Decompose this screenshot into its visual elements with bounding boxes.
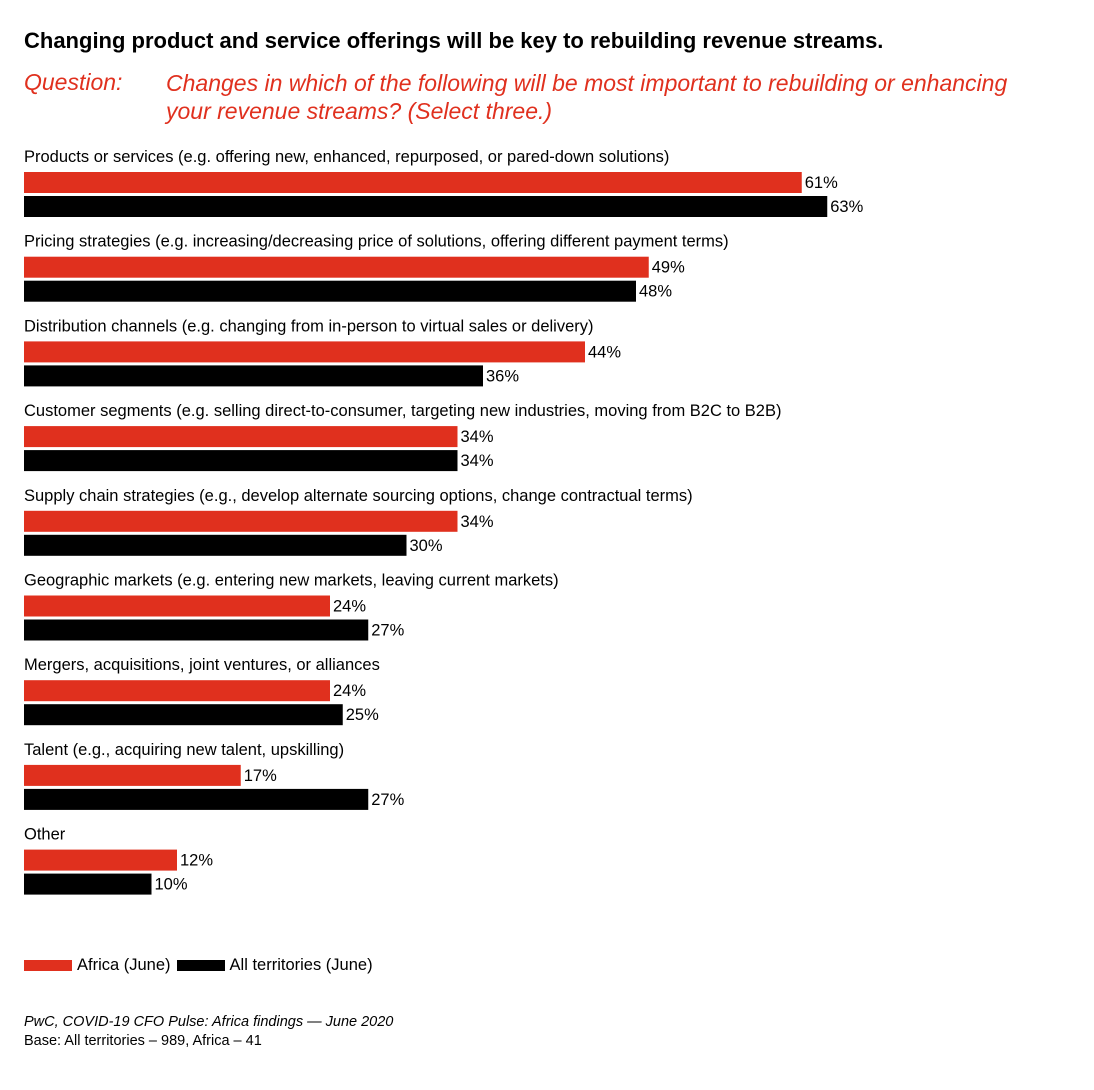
legend-item-africa: Africa (June) (24, 956, 171, 975)
question-label: Question: (24, 69, 123, 95)
legend-swatch-africa (24, 959, 72, 971)
bar-all-territories (24, 280, 636, 302)
bar-africa (24, 510, 458, 532)
bar-all-territories (24, 704, 343, 726)
value-label-all-territories: 10% (155, 876, 188, 894)
value-label-africa: 61% (805, 174, 838, 192)
value-label-africa: 17% (244, 767, 277, 785)
legend: Africa (June) All territories (June) (24, 954, 379, 976)
value-label-all-territories: 25% (346, 706, 379, 724)
bar-chart: Products or services (e.g. offering new,… (24, 148, 864, 895)
value-label-all-territories: 63% (830, 198, 863, 216)
bar-all-territories (24, 788, 369, 810)
category-label: Customer segments (e.g. selling direct-t… (24, 402, 782, 420)
category-label: Products or services (e.g. offering new,… (24, 148, 669, 166)
bar-all-territories (24, 619, 369, 641)
legend-label-all-territories: All territories (June) (229, 955, 373, 974)
chart-title: Changing product and service offerings w… (24, 28, 884, 53)
bar-all-territories (24, 534, 407, 556)
value-label-africa: 34% (461, 428, 494, 446)
bar-africa (24, 341, 585, 363)
legend-item-all-territories: All territories (June) (176, 955, 373, 975)
value-label-all-territories: 48% (639, 283, 672, 301)
category-label: Other (24, 826, 66, 844)
bar-all-territories (24, 365, 483, 387)
value-label-all-territories: 27% (371, 791, 404, 809)
bar-africa (24, 764, 241, 786)
bar-all-territories (24, 450, 458, 472)
legend-swatch-all-territories (176, 959, 225, 971)
bar-all-territories (24, 196, 828, 217)
value-label-africa: 34% (461, 513, 494, 531)
category-label: Distribution channels (e.g. changing fro… (24, 317, 594, 335)
bar-africa (24, 426, 458, 448)
bar-africa (24, 849, 177, 871)
bar-africa (24, 172, 802, 193)
value-label-all-territories: 27% (371, 622, 404, 640)
value-label-africa: 12% (180, 852, 213, 870)
category-label: Pricing strategies (e.g. increasing/decr… (24, 233, 729, 251)
category-label: Geographic markets (e.g. entering new ma… (24, 572, 559, 590)
base-note: Base: All territories – 989, Africa – 41 (24, 1033, 262, 1049)
value-label-africa: 44% (588, 343, 621, 361)
bar-africa (24, 256, 649, 278)
value-label-all-territories: 30% (410, 537, 443, 555)
source-note: PwC, COVID-19 CFO Pulse: Africa findings… (24, 1014, 394, 1030)
bar-africa (24, 680, 330, 702)
bar-africa (24, 595, 330, 617)
category-label: Supply chain strategies (e.g., develop a… (24, 487, 693, 505)
category-label: Talent (e.g., acquiring new talent, upsk… (24, 741, 344, 759)
value-label-africa: 24% (333, 682, 366, 700)
value-label-africa: 49% (652, 259, 685, 277)
bar-all-territories (24, 873, 152, 895)
legend-label-africa: Africa (June) (77, 955, 171, 974)
value-label-all-territories: 36% (486, 367, 519, 385)
question-text: Changes in which of the following will b… (166, 70, 1008, 124)
category-label: Mergers, acquisitions, joint ventures, o… (24, 656, 380, 674)
value-label-africa: 24% (333, 598, 366, 616)
value-label-all-territories: 34% (461, 452, 494, 470)
